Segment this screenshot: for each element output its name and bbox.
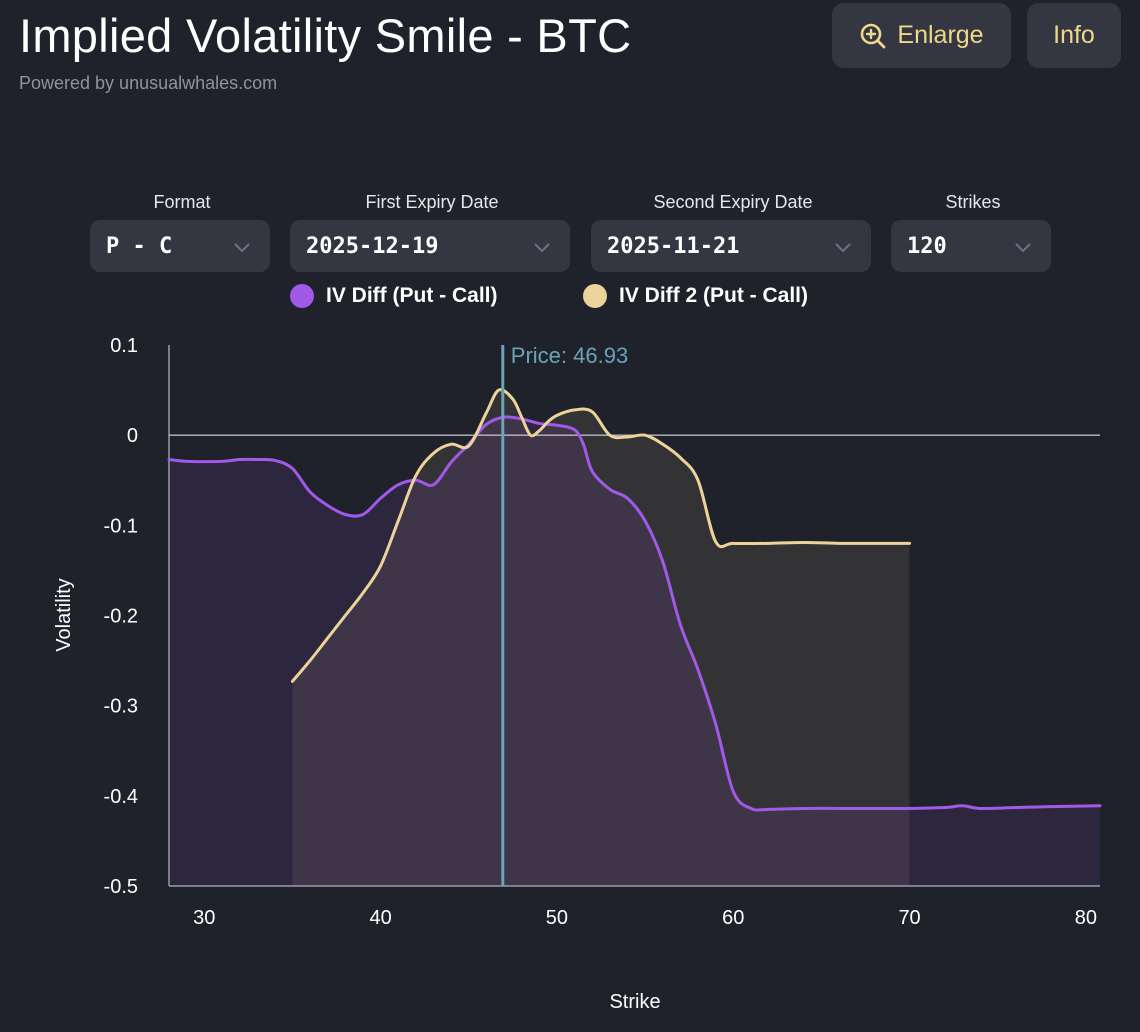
x-axis-label: Strike <box>609 991 660 1013</box>
series-area-1 <box>169 416 1100 886</box>
y-tick-label: -0.3 <box>104 696 138 718</box>
first-expiry-select[interactable]: 2025-12-19 <box>290 220 570 272</box>
x-tick-label: 60 <box>722 907 744 929</box>
y-tick-label: -0.2 <box>104 606 138 628</box>
first-expiry-label: First Expiry Date <box>365 192 499 212</box>
second-expiry-value: 2025-11-21 <box>607 233 740 259</box>
x-tick-label: 70 <box>898 907 920 929</box>
zoom-in-icon <box>861 23 886 48</box>
first-expiry-value: 2025-12-19 <box>306 233 439 259</box>
second-expiry-select[interactable]: 2025-11-21 <box>591 220 871 272</box>
y-tick-label: 0 <box>127 425 138 447</box>
legend-dot-series1 <box>290 284 314 308</box>
second-expiry-label: Second Expiry Date <box>653 192 813 212</box>
x-tick-label: 80 <box>1075 907 1097 929</box>
chevron-down-icon <box>835 243 851 253</box>
chevron-down-icon <box>1015 243 1031 253</box>
price-label: Price: 46.93 <box>511 343 628 368</box>
page-title: Implied Volatility Smile - BTC <box>19 9 632 62</box>
y-axis-label: Volatility <box>53 578 75 651</box>
enlarge-label: Enlarge <box>897 21 984 49</box>
x-tick-label: 50 <box>546 907 568 929</box>
strikes-select[interactable]: 120 <box>891 220 1051 272</box>
page-subtitle: Powered by unusualwhales.com <box>19 73 278 93</box>
strikes-value: 120 <box>907 233 947 259</box>
info-button[interactable]: Info <box>1027 3 1121 68</box>
enlarge-button[interactable]: Enlarge <box>832 3 1011 68</box>
legend-item-series2[interactable]: IV Diff 2 (Put - Call) <box>583 282 808 310</box>
series-area-2 <box>292 389 910 886</box>
chevron-down-icon <box>534 243 550 253</box>
series-line-1 <box>167 415 1102 812</box>
x-tick-label: 40 <box>369 907 391 929</box>
series-line-2 <box>290 388 912 683</box>
y-tick-label: -0.5 <box>104 876 138 898</box>
y-tick-label: 0.1 <box>110 335 138 357</box>
format-select[interactable]: P - C <box>90 220 270 272</box>
format-value: P - C <box>106 233 173 259</box>
strikes-label: Strikes <box>945 192 1001 212</box>
y-tick-label: -0.4 <box>104 786 138 808</box>
x-tick-label: 30 <box>193 907 215 929</box>
legend-item-series1[interactable]: IV Diff (Put - Call) <box>290 282 498 310</box>
y-tick-label: -0.1 <box>104 515 138 537</box>
legend-label-series1: IV Diff (Put - Call) <box>326 284 498 307</box>
info-label: Info <box>1053 21 1095 49</box>
legend-dot-series2 <box>583 284 607 308</box>
chevron-down-icon <box>234 243 250 253</box>
format-label: Format <box>153 192 211 212</box>
legend-label-series2: IV Diff 2 (Put - Call) <box>619 284 808 307</box>
